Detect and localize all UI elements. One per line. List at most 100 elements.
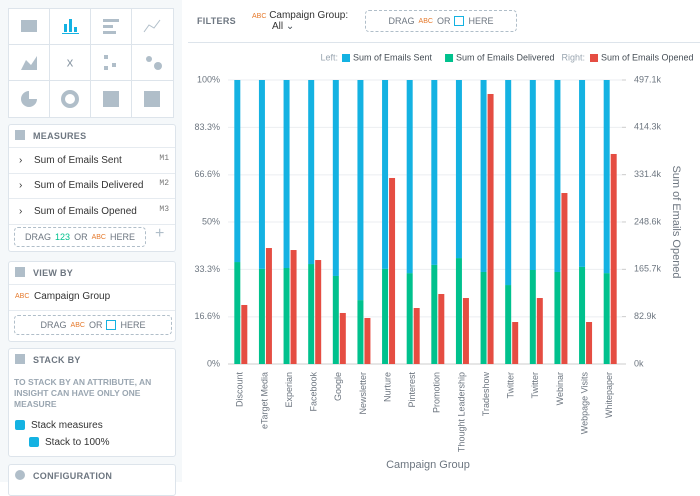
configuration-title: CONFIGURATION [33,471,113,481]
y-tick-label: 66.6% [194,169,220,179]
bar-segment [505,285,512,364]
bar-segment [308,80,315,265]
bar-segment [357,80,364,301]
bar-segment [308,264,315,364]
checkbox[interactable] [29,437,39,447]
t: HERE [109,232,135,242]
bar-segment [431,80,438,265]
bar-segment [332,80,339,276]
measure-item[interactable]: › Sum of Emails Delivered M2 [9,173,175,199]
check-label: Stack measures [31,420,103,431]
page: x MEASURES › Sum of Emails Sent M1 › Sum of… [8,0,700,496]
y2-tick-label: 497.1k [634,74,662,84]
icon [15,267,25,277]
x-tick-label: Google [333,372,343,401]
x-tick-label: Facebook [309,372,319,412]
x-axis-title: Campaign Group [386,459,470,471]
t: ABC [418,17,433,25]
x-tick-label: Whitepaper [604,372,614,418]
x-tick-label: Promotion [432,372,442,413]
bar-segment [505,80,512,286]
view-by-panel: VIEW BY ABC Campaign Group DRAG ABC OR HERE [8,261,176,342]
view-by-item[interactable]: ABC Campaign Group [9,284,175,311]
x-tick-label: Webinar [555,372,565,405]
bar-segment [554,80,561,272]
view-by-title: VIEW BY [33,268,74,278]
x-tick-label: Newsletter [358,372,368,415]
legend-label: Sum of Emails Sent [353,52,433,62]
bar [610,153,617,364]
bar-segment [480,80,487,272]
x-tick-label: Webpage Visits [579,372,589,435]
x-tick-label: Tradeshow [481,372,491,417]
bar [561,193,568,364]
check-label: Stack to 100% [45,437,110,448]
bar-segment [603,80,610,274]
bar [364,318,371,364]
bar [265,248,272,364]
y2-tick-label: 82.9k [634,311,657,321]
bar-segment [554,271,561,364]
measure-item[interactable]: › Sum of Emails Opened M3 [9,199,175,225]
view-by-drop[interactable]: DRAG ABC OR HERE [14,315,172,335]
bar-segment [357,300,364,364]
bar-segment [406,80,413,274]
legend-swatch [342,54,350,62]
calendar-icon [454,16,465,26]
measure-item[interactable]: › Sum of Emails Sent M1 [9,147,175,174]
bar-segment [603,273,610,364]
t: OR [436,16,451,26]
filter-chip[interactable]: ABC Campaign Group: All ⌄ [252,10,349,32]
y2-tick-label: 165.7k [634,264,662,274]
measure-drop[interactable]: DRAG 123 OR ABC HERE [14,227,146,247]
measures-title: MEASURES [33,131,87,141]
t: OR [74,232,88,242]
calendar-icon [106,320,117,330]
t: HERE [120,320,146,330]
t: DRAG [388,16,415,26]
measure-label: Sum of Emails Sent [34,155,122,166]
stack-by-title: STACK BY [33,355,81,365]
icon [15,354,25,364]
filter-drop[interactable]: DRAG ABC OR HERE [365,10,517,32]
y2-axis-title: Sum of Emails Opened [670,165,682,278]
filter-name: Campaign Group: [269,10,349,21]
y-tick-label: 0% [207,358,220,368]
legend-right: Right: [561,52,585,62]
bar [389,177,396,364]
bar [586,322,593,364]
x-tick-label: Discount [235,372,245,408]
measure-label: Sum of Emails Opened [34,206,137,217]
t: DRAG [25,232,52,242]
y-tick-label: 83.3% [194,122,220,132]
filter-value: All [272,21,284,32]
bar-segment [579,266,586,364]
measure-label: Sum of Emails Delivered [34,180,144,191]
legend-label: Sum of Emails Delivered [456,52,555,62]
bar [315,260,322,364]
t: ABC [70,321,85,329]
x-tick-label: eTarget Media [259,372,269,429]
bar-segment [579,80,586,267]
bar-segment [406,273,413,364]
x-tick-label: Experian [284,372,294,408]
bar-segment [455,80,462,259]
x-tick-label: Nurture [382,372,392,402]
bar [290,250,297,364]
chart-type-grid: x [8,8,174,118]
legend-swatch [445,54,454,62]
bar-segment [382,80,389,269]
bar-segment [529,80,536,270]
icon [15,130,25,140]
bar [462,298,469,364]
checkbox[interactable] [15,420,25,430]
x-tick-label: Thought Leadership [456,372,466,452]
bar-segment [431,264,438,364]
y-tick-label: 16.6% [194,311,220,321]
filter-bar: FILTERS ABC Campaign Group: All ⌄ DRAG ABC… [188,0,700,43]
bar-segment [234,262,241,364]
add-button[interactable]: + [155,225,165,242]
y-tick-label: 33.3% [194,264,220,274]
t: OR [88,320,103,330]
bar-segment [258,80,265,269]
